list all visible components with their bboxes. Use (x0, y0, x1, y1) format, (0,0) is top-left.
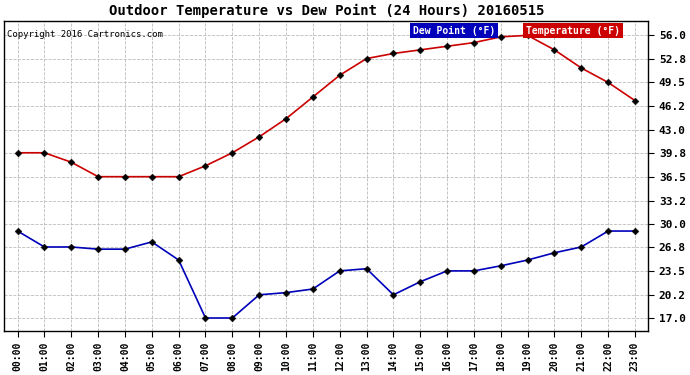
Text: Dew Point (°F): Dew Point (°F) (413, 26, 495, 36)
Title: Outdoor Temperature vs Dew Point (24 Hours) 20160515: Outdoor Temperature vs Dew Point (24 Hou… (108, 4, 544, 18)
Text: Temperature (°F): Temperature (°F) (526, 26, 620, 36)
Text: Copyright 2016 Cartronics.com: Copyright 2016 Cartronics.com (8, 30, 164, 39)
